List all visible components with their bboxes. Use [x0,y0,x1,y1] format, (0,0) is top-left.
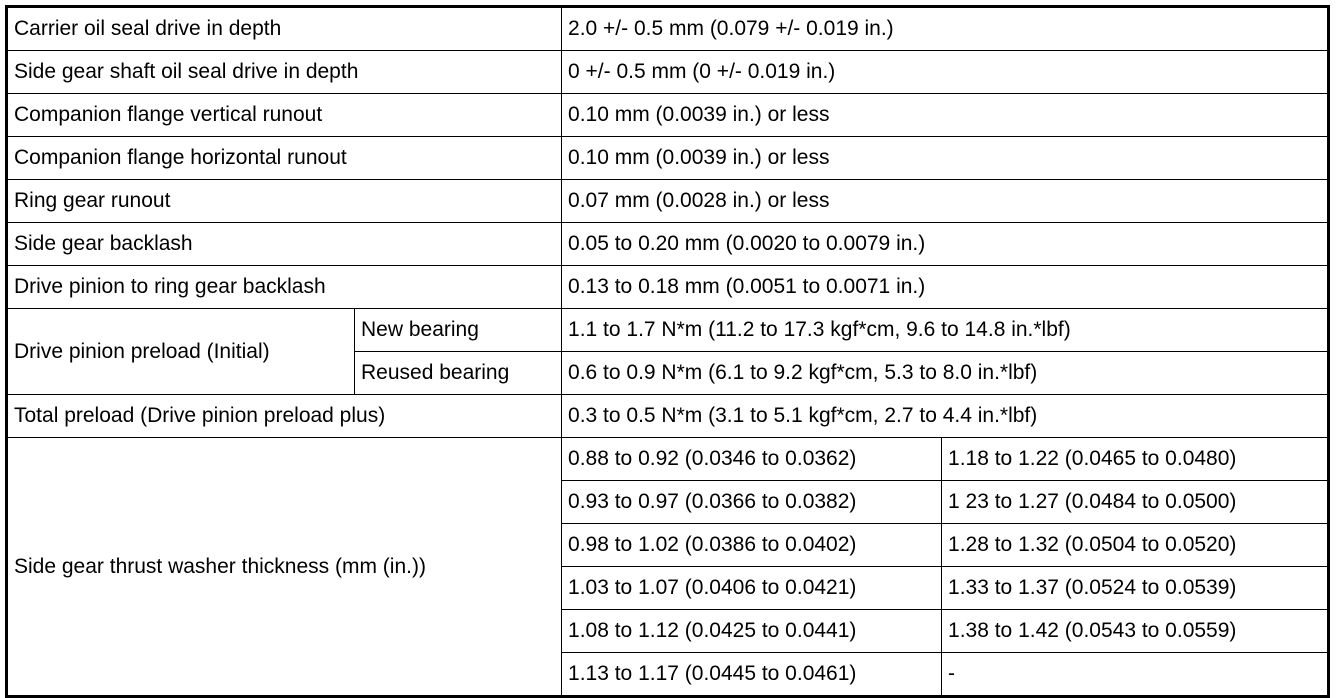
table-cell: 0.07 mm (0.0028 in.) or less [561,179,1330,223]
table-cell: Companion flange horizontal runout [5,136,563,180]
table-cell: 1 23 to 1.27 (0.0484 to 0.0500) [941,480,1330,524]
spec-table: Carrier oil seal drive in depth 2.0 +/- 0… [5,5,1331,698]
table-row: 1.03 to 1.07 (0.0406 to 0.0421) 1.33 to 1… [7,566,1330,610]
table-cell: 0.10 mm (0.0039 in.) or less [561,93,1330,137]
table-cell: Carrier oil seal drive in depth [5,6,563,51]
table-cell: 0.93 to 0.97 (0.0366 to 0.0382) [561,480,943,524]
table-cell: Side gear thrust washer thickness (mm (i… [5,437,563,697]
table-cell: 0.3 to 0.5 N*m (3.1 to 5.1 kgf*cm, 2.7 t… [561,394,1330,438]
table-cell: 1.1 to 1.7 N*m (11.2 to 17.3 kgf*cm, 9.6… [561,308,1330,352]
table-cell: 0 +/- 0.5 mm (0 +/- 0.019 in.) [561,50,1330,94]
table-row: Total preload (Drive pinion preload plus… [5,394,1330,438]
table-row: Side gear thrust washer thickness (mm (i… [5,437,1330,697]
table-cell: 1.08 to 1.12 (0.0425 to 0.0441) [561,609,943,653]
table-cell: 0.88 to 0.92 (0.0346 to 0.0362) [561,437,943,481]
table-row: Side gear backlash 0.05 to 0.20 mm (0.002… [5,222,1330,266]
table-row: Ring gear runout 0.07 mm (0.0028 in.) or … [5,179,1330,223]
table-cell: 0.10 mm (0.0039 in.) or less [561,136,1330,180]
table-cell: Reused bearing [353,351,563,395]
table-row: 1.08 to 1.12 (0.0425 to 0.0441) 1.38 to 1… [7,609,1330,653]
table-row: Drive pinion to ring gear backlash 0.13 t… [5,265,1330,309]
table-cell: New bearing [353,308,563,352]
table-cell: Side gear backlash [5,222,563,266]
table-cell: 1.38 to 1.42 (0.0543 to 0.0559) [941,609,1330,653]
table-row: 0.93 to 0.97 (0.0366 to 0.0382) 1 23 to 1… [7,480,1330,524]
table-cell: Drive pinion to ring gear backlash [5,265,563,309]
table-row: Carrier oil seal drive in depth 2.0 +/- 0… [5,6,1330,51]
table-cell: Ring gear runout [5,179,563,223]
table-row: 0.98 to 1.02 (0.0386 to 0.0402) 1.28 to 1… [7,523,1330,567]
table-row: Reused bearing 0.6 to 0.9 N*m (6.1 to 9.2… [7,351,1330,395]
table-cell: Side gear shaft oil seal drive in depth [5,50,563,94]
table-cell: 0.6 to 0.9 N*m (6.1 to 9.2 kgf*cm, 5.3 t… [561,351,1330,395]
table-cell: Companion flange vertical runout [5,93,563,137]
table-cell: Total preload (Drive pinion preload plus… [5,394,563,438]
table-row: Drive pinion preload (Initial) New bearin… [6,308,1330,395]
table-cell: Drive pinion preload (Initial) [6,308,355,395]
table-cell: 1.33 to 1.37 (0.0524 to 0.0539) [941,566,1330,610]
table-cell: 0.13 to 0.18 mm (0.0051 to 0.0071 in.) [561,265,1330,309]
table-cell: 1.28 to 1.32 (0.0504 to 0.0520) [941,523,1330,567]
table-cell: 2.0 +/- 0.5 mm (0.079 +/- 0.019 in.) [561,6,1330,51]
table-cell: 1.18 to 1.22 (0.0465 to 0.0480) [941,437,1330,481]
table-cell: 0.98 to 1.02 (0.0386 to 0.0402) [561,523,943,567]
table-row: Side gear shaft oil seal drive in depth 0… [5,50,1330,94]
table-row: Companion flange vertical runout 0.10 mm … [5,93,1330,137]
table-cell: 0.05 to 0.20 mm (0.0020 to 0.0079 in.) [561,222,1330,266]
table-row: Companion flange horizontal runout 0.10 m… [5,136,1330,180]
table-cell: 1.03 to 1.07 (0.0406 to 0.0421) [561,566,943,610]
